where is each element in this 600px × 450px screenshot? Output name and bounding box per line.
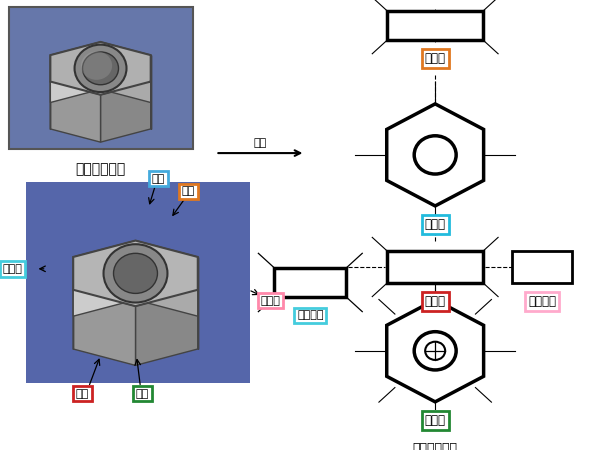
Circle shape <box>425 342 445 360</box>
Circle shape <box>74 45 127 92</box>
Text: 背面: 背面 <box>182 186 195 196</box>
Polygon shape <box>73 290 136 365</box>
Polygon shape <box>387 104 484 206</box>
Circle shape <box>104 244 167 302</box>
Polygon shape <box>101 81 151 142</box>
Text: 正面: 正面 <box>76 389 89 399</box>
Text: 平面: 平面 <box>152 174 165 184</box>
Text: 下面: 下面 <box>136 389 149 399</box>
Polygon shape <box>50 42 151 95</box>
Bar <box>8 7 193 148</box>
Bar <box>274 268 346 297</box>
Text: 【第三角法】: 【第三角法】 <box>76 162 125 176</box>
Text: 右側面: 右側面 <box>260 296 280 306</box>
Polygon shape <box>73 241 136 316</box>
Text: 下面図: 下面図 <box>425 414 446 427</box>
Circle shape <box>414 332 456 370</box>
Circle shape <box>83 52 119 85</box>
Text: 投影: 投影 <box>254 138 267 148</box>
Text: 左側面: 左側面 <box>2 264 23 274</box>
Bar <box>512 251 572 283</box>
Polygon shape <box>73 241 198 306</box>
Text: 右側面図: 右側面図 <box>528 295 556 308</box>
Polygon shape <box>136 290 198 365</box>
Text: 平面図: 平面図 <box>425 218 446 231</box>
Polygon shape <box>101 42 151 103</box>
Polygon shape <box>136 241 198 316</box>
Bar <box>387 251 483 283</box>
Polygon shape <box>50 81 101 142</box>
Text: 左側面図: 左側面図 <box>297 310 323 320</box>
Bar <box>387 11 483 40</box>
Polygon shape <box>50 42 101 103</box>
Circle shape <box>81 51 112 80</box>
Circle shape <box>414 136 456 174</box>
Text: 【正投影図】: 【正投影図】 <box>413 442 458 450</box>
Text: 正面図: 正面図 <box>425 295 446 308</box>
Text: 背面図: 背面図 <box>425 52 446 65</box>
Circle shape <box>113 253 157 293</box>
Polygon shape <box>387 300 484 402</box>
Bar <box>26 182 250 382</box>
